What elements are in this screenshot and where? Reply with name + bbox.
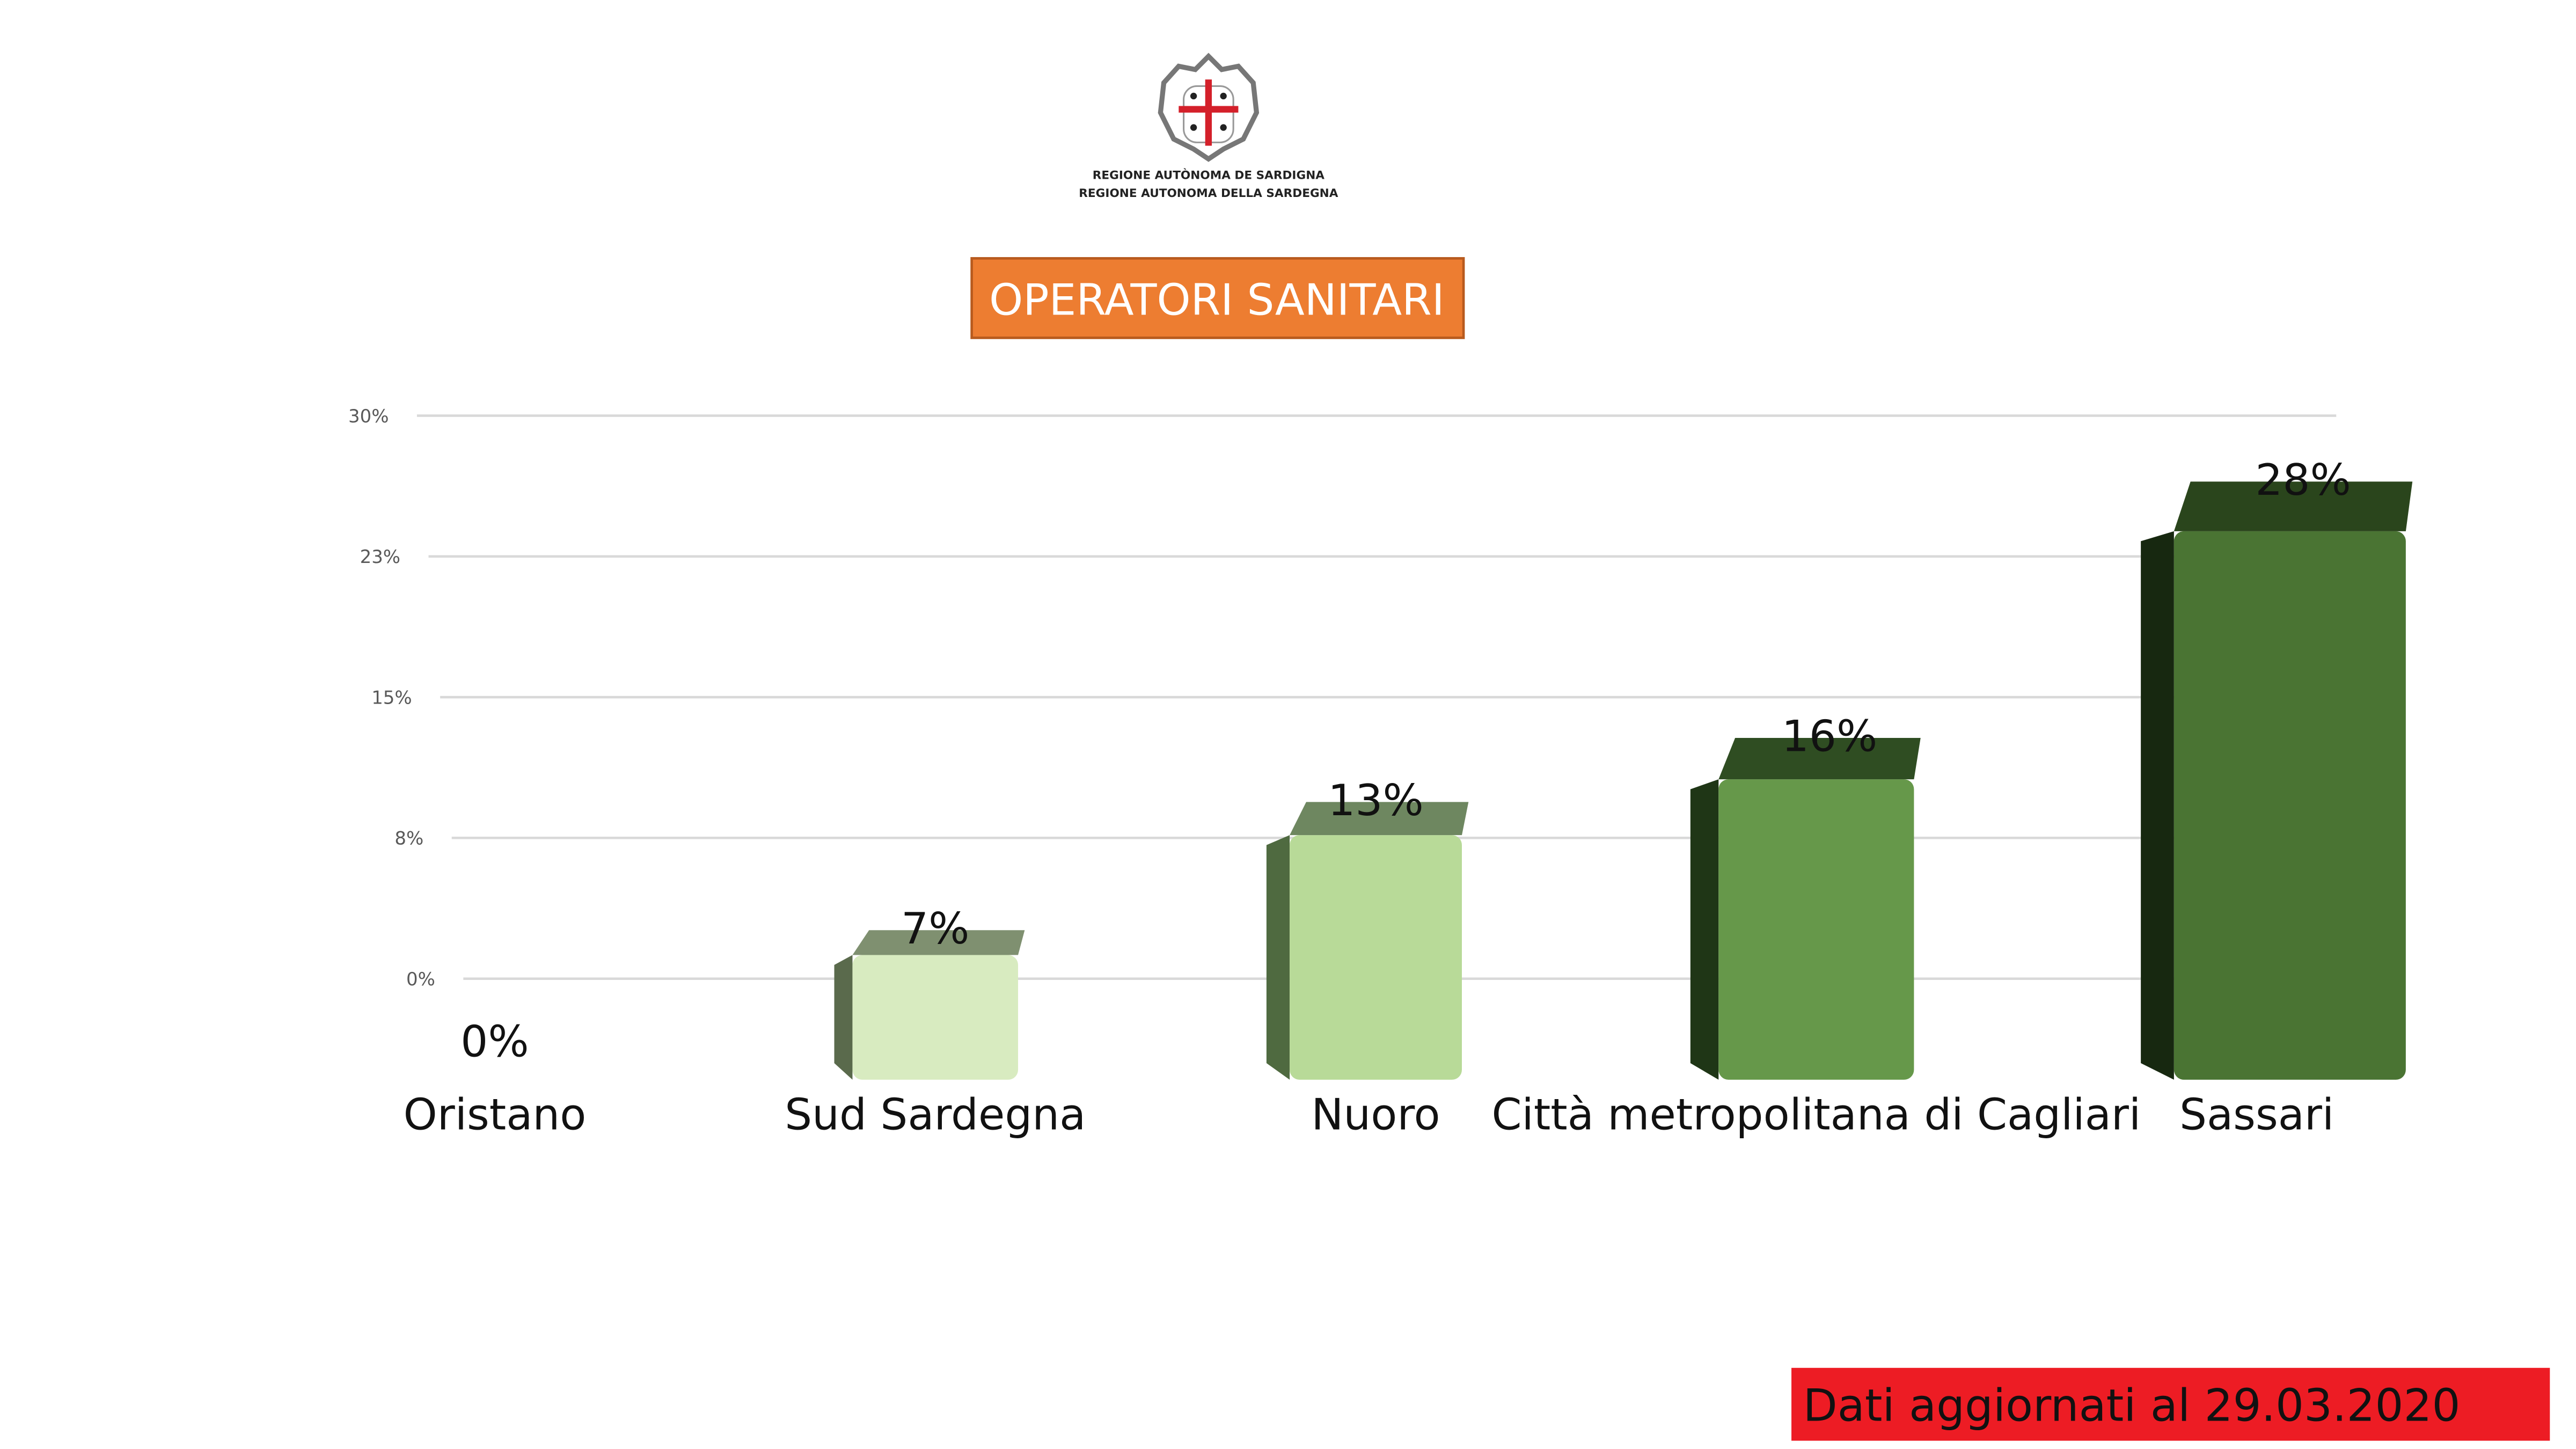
bar-top (1290, 802, 1469, 836)
chart-title: OPERATORI SANITARI (989, 275, 1444, 325)
data-label: 16% (1782, 712, 1877, 762)
x-category-label: Sud Sardegna (785, 1089, 1086, 1139)
data-label: 13% (1328, 775, 1423, 825)
y-tick-label: 15% (371, 687, 412, 708)
bar-side (1266, 835, 1290, 1080)
bar-side (834, 955, 853, 1080)
x-category-label: Oristano (404, 1089, 587, 1139)
bar (2174, 531, 2406, 1080)
y-tick-label: 30% (348, 406, 389, 427)
data-label: 7% (901, 904, 969, 954)
bar-top (1718, 737, 1921, 780)
bar-top (852, 930, 1025, 955)
y-tick-label: 0% (406, 969, 435, 990)
update-date-text: Dati aggiornati al 29.03.2020 (1803, 1380, 2461, 1432)
bar (1290, 835, 1462, 1080)
x-category-label: Sassari (2179, 1089, 2334, 1139)
update-date-box (1791, 1367, 2550, 1441)
bar-side (1690, 779, 1719, 1080)
region-logo: REGIONE AUTÒNOMA DE SARDIGNA REGIONE AUT… (1079, 53, 1338, 200)
x-category-label: Nuoro (1311, 1089, 1440, 1139)
bar-side (2141, 531, 2174, 1080)
title-box (970, 257, 1465, 339)
y-tick-label: 8% (394, 828, 423, 850)
logo-text-line1: REGIONE AUTÒNOMA DE SARDIGNA (1093, 168, 1324, 182)
y-tick-label: 23% (360, 546, 400, 568)
bar (1718, 779, 1914, 1080)
logo-text-line2: REGIONE AUTONOMA DELLA SARDEGNA (1079, 187, 1338, 200)
bar (852, 955, 1019, 1080)
data-label: 0% (460, 1017, 529, 1067)
data-label: 28% (2255, 455, 2351, 505)
x-category-label: Città metropolitana di Cagliari (1492, 1089, 2141, 1139)
bar-top (2174, 481, 2413, 531)
